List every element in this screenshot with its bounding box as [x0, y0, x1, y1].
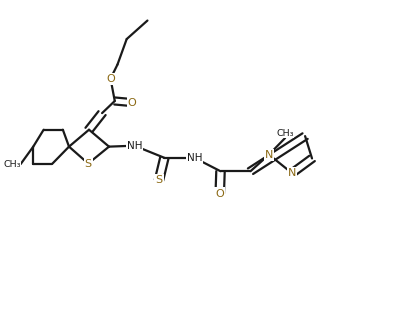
Text: CH₃: CH₃	[276, 129, 294, 138]
Text: CH₃: CH₃	[3, 160, 21, 169]
Text: N: N	[265, 150, 273, 160]
Text: NH: NH	[187, 153, 202, 163]
Text: O: O	[106, 74, 115, 84]
Text: O: O	[128, 98, 137, 108]
Text: S: S	[85, 158, 92, 168]
Text: S: S	[156, 175, 162, 185]
Text: N: N	[288, 168, 296, 178]
Text: NH: NH	[127, 141, 142, 151]
Text: O: O	[215, 189, 224, 199]
